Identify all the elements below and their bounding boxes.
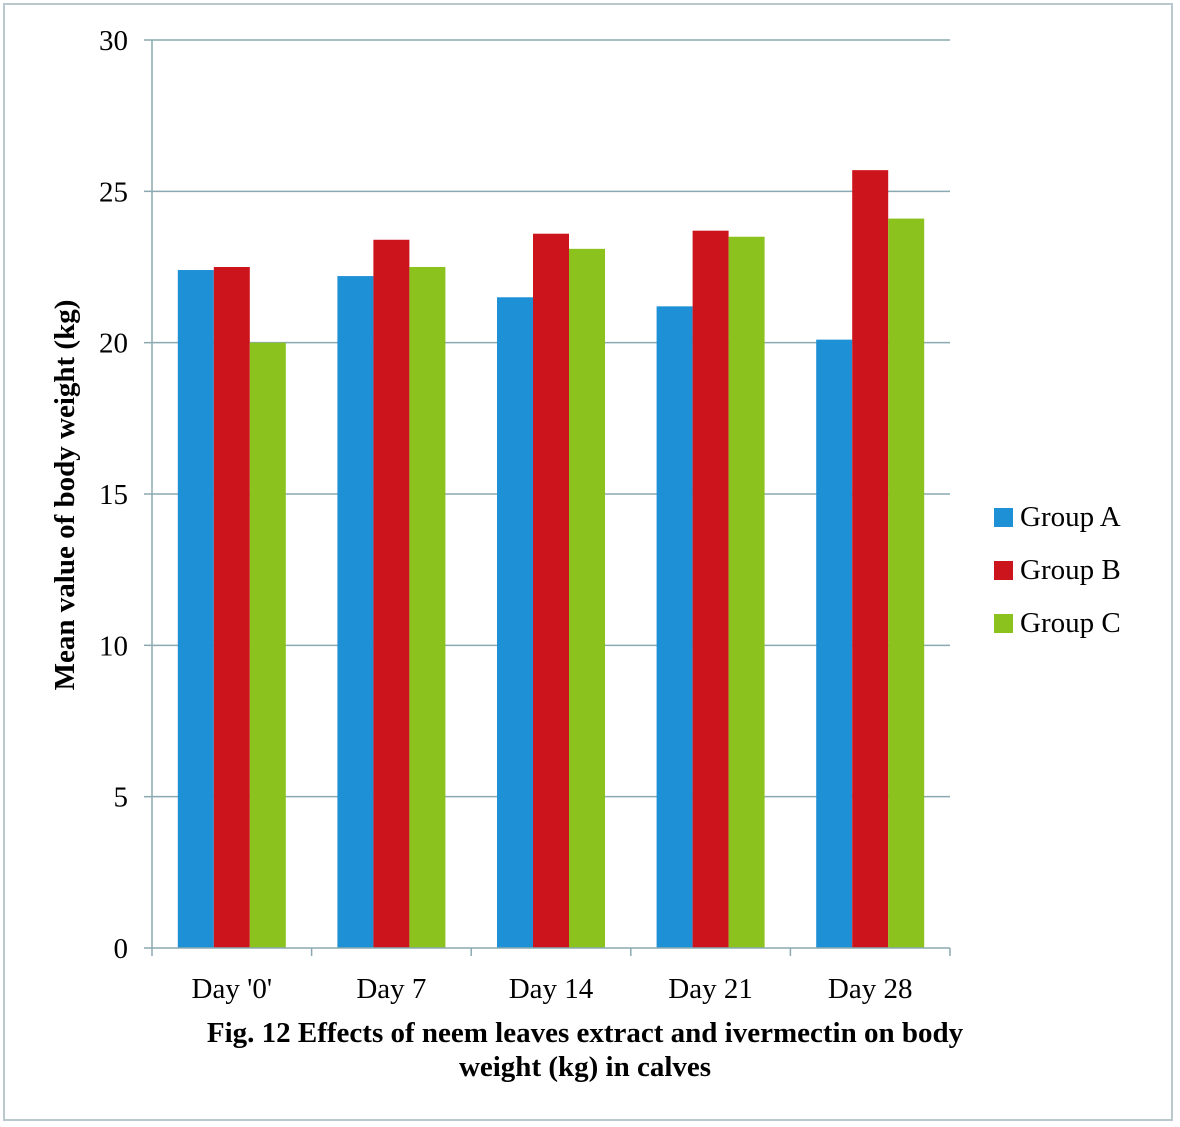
legend-label: Group B [1020, 554, 1121, 586]
bar-group-a [497, 297, 533, 948]
bar-group-b [692, 230, 729, 948]
y-tick-label: 15 [99, 479, 128, 511]
caption-line-2: weight (kg) in calves [458, 1051, 712, 1083]
legend-label: Group A [1020, 501, 1121, 533]
bar-group-a [337, 276, 374, 949]
legend-swatch [994, 508, 1013, 527]
x-tick-label: Day 14 [509, 973, 594, 1005]
figure-caption: Fig. 12 Effects of neem leaves extract a… [60, 1016, 1110, 1084]
bar-group-a [656, 306, 693, 948]
bar-group-c [249, 342, 286, 949]
bars [177, 170, 925, 949]
legend-swatch [994, 561, 1013, 580]
legend-label: Group C [1020, 607, 1121, 639]
y-tick-label: 5 [114, 782, 129, 814]
x-tick-label: Day 7 [356, 973, 426, 1005]
axes [144, 39, 951, 956]
y-axis-title: Mean value of body weight (kg) [49, 300, 81, 691]
y-tick-label: 10 [99, 630, 128, 662]
y-tick-label: 20 [99, 328, 128, 360]
y-tick-labels: 0 5 10 15 20 25 30 [99, 25, 128, 965]
bar-group-c [728, 236, 765, 948]
bar-group-b [852, 170, 889, 948]
legend: Group A Group B Group C [994, 501, 1121, 639]
legend-swatch [994, 614, 1013, 633]
bar-group-b [213, 267, 250, 948]
x-tick-label: Day '0' [192, 973, 273, 1005]
bar-group-c [409, 267, 446, 948]
bar-group-a [816, 339, 853, 948]
bar-group-c [888, 218, 925, 948]
bar-group-c [569, 248, 605, 949]
y-tick-label: 0 [114, 933, 129, 965]
caption-line-1: Fig. 12 Effects of neem leaves extract a… [206, 1017, 964, 1049]
bar-group-b [533, 233, 569, 948]
y-tick-label: 25 [99, 176, 128, 208]
x-tick-labels: Day '0' Day 7 Day 14 Day 21 Day 28 [192, 973, 913, 1005]
x-tick-label: Day 21 [668, 973, 753, 1005]
bar-group-a [177, 270, 214, 948]
x-tick-label: Day 28 [828, 973, 913, 1005]
bar-group-b [373, 239, 410, 948]
y-tick-label: 30 [99, 25, 128, 57]
